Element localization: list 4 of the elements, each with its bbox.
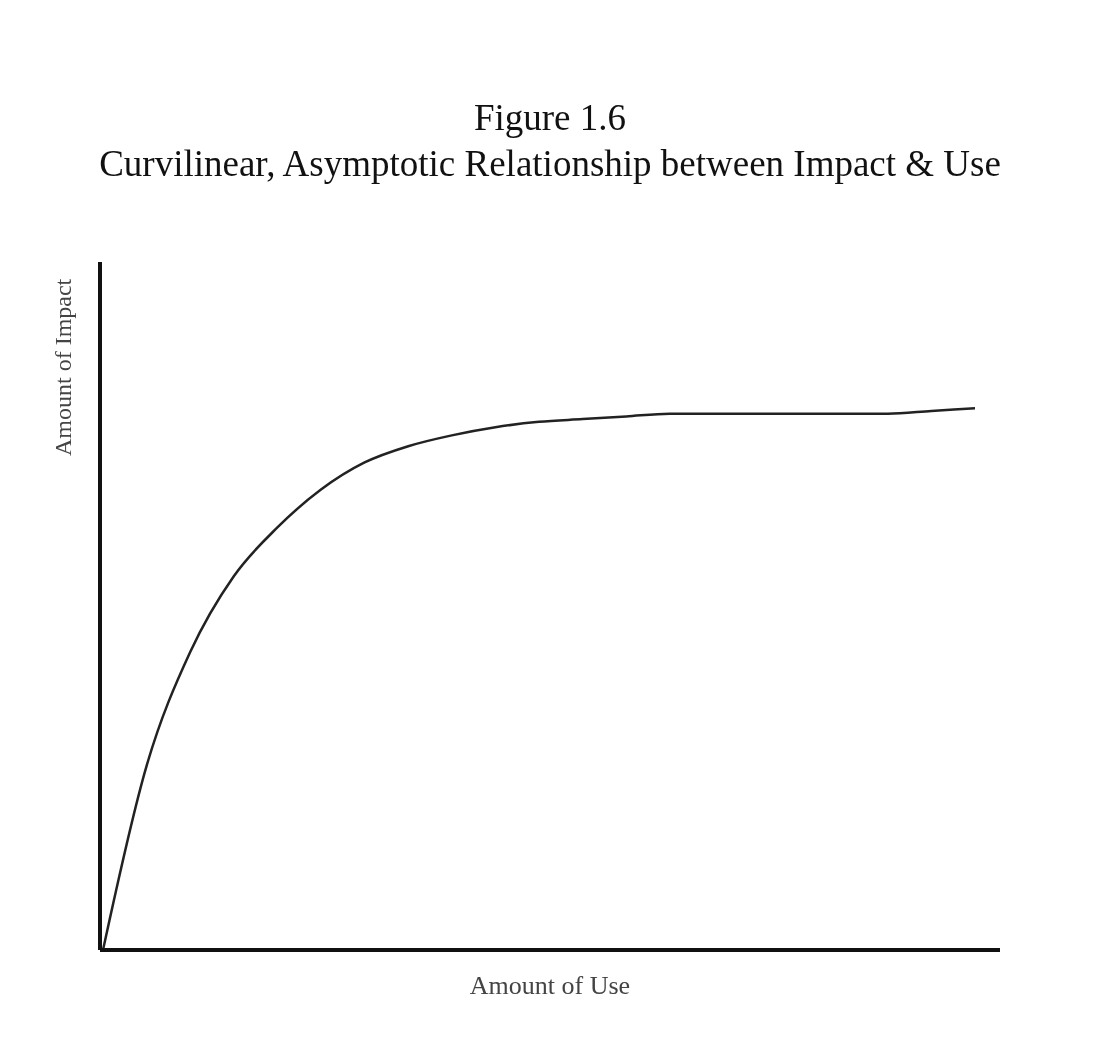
- chart-subtitle: Curvilinear, Asymptotic Relationship between Impact & Use: [98, 142, 1002, 186]
- chart-title: Figure 1.6: [472, 96, 628, 140]
- x-axis-title: Amount of Use: [469, 971, 631, 1000]
- y-axis-title: Amount of Impact: [49, 278, 76, 456]
